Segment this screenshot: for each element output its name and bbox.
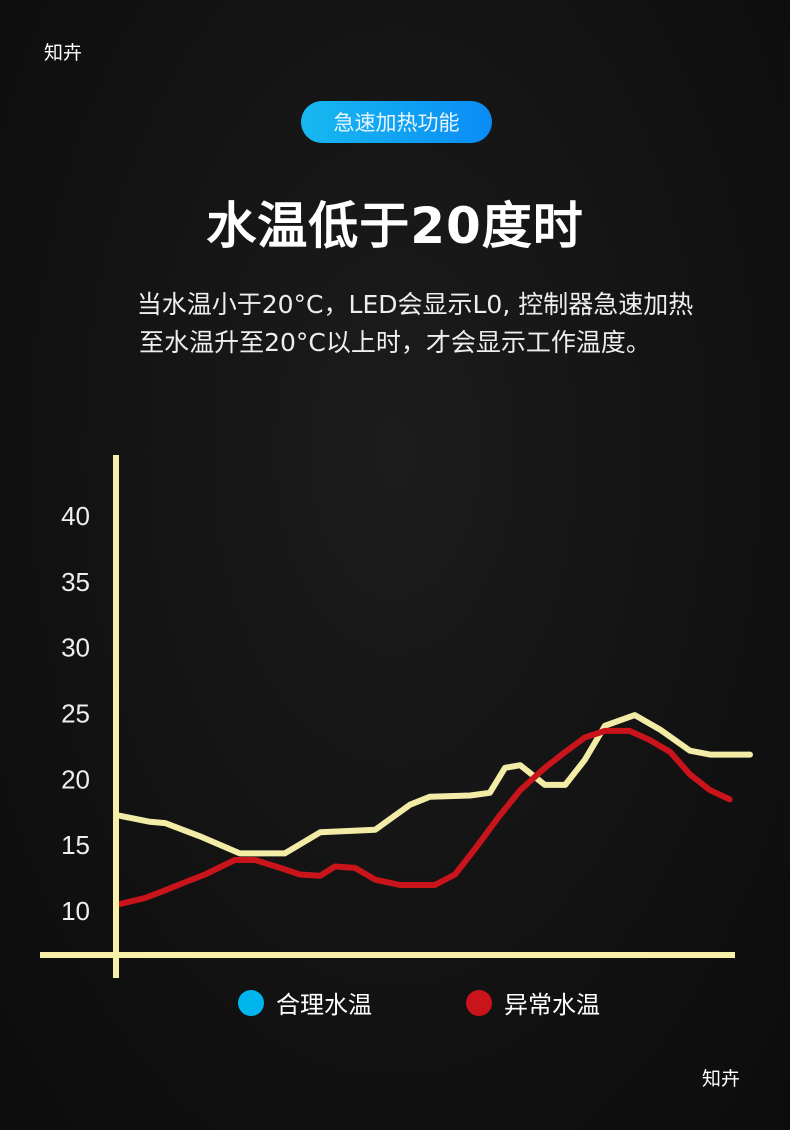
y-tick-label: 20 — [61, 764, 90, 794]
legend-label-abnormal: 异常水温 — [504, 991, 600, 1019]
y-tick-label: 25 — [61, 699, 90, 729]
legend-item-abnormal: 异常水温 — [466, 985, 600, 1020]
y-tick-label: 30 — [61, 633, 90, 663]
y-tick-label: 15 — [61, 830, 90, 860]
description: 当水温小于20°C，LED会显示L0, 控制器急速加热 至水温升至20°C以上时… — [0, 286, 790, 362]
abnormal-dot-icon — [466, 989, 492, 1016]
series-line-abnormal — [114, 727, 733, 908]
description-line-1: 当水温小于20°C，LED会显示L0, 控制器急速加热 — [136, 290, 694, 319]
series-line-normal — [114, 712, 753, 857]
y-tick-label: 40 — [61, 501, 90, 531]
feature-badge: 急速加热功能 — [301, 101, 492, 143]
y-tick-label: 35 — [61, 567, 90, 597]
normal-dot-icon — [238, 989, 264, 1016]
legend-item-normal: 合理水温 — [238, 985, 372, 1020]
legend-label-normal: 合理水温 — [276, 991, 372, 1019]
watermark-top: 知卉 — [44, 42, 83, 64]
watermark-bottom: 知卉 — [702, 1068, 741, 1090]
page-title: 水温低于20度时 — [206, 197, 584, 255]
y-tick-label: 10 — [61, 896, 90, 926]
description-line-2: 至水温升至20°C以上时，才会显示工作温度。 — [139, 328, 651, 357]
